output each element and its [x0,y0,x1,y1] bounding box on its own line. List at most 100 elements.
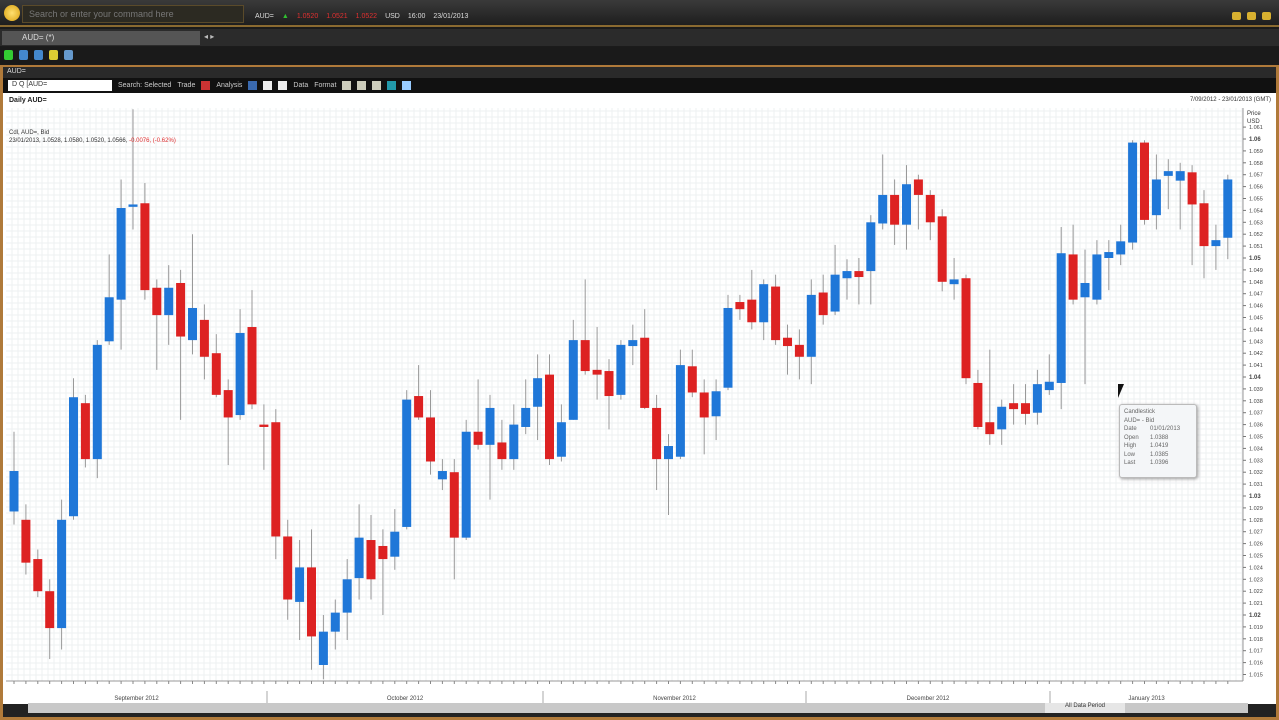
candle-up [342,579,352,613]
candle-up [1056,253,1066,383]
ric-input[interactable]: D Q [AUD= [8,80,112,91]
y-tick-label: 1.029 [1249,506,1263,512]
alert-icon[interactable] [1247,12,1256,20]
candle-up [1080,282,1090,298]
candle-up [1175,171,1185,181]
export-icon[interactable] [402,81,412,90]
reset-icon[interactable] [372,81,382,90]
legend-ohlc: 23/01/2013, 1.0528, 1.0580, 1.0520, 1.05… [9,138,128,144]
y-tick-label: 1.024 [1249,565,1263,571]
analysis-menu[interactable]: Analysis [216,82,243,89]
candle-down [140,203,150,291]
quote-bid: 1.0520 [296,13,319,20]
candle-up [759,284,769,323]
tab-scroll-arrows[interactable]: ◂ ▸ [204,32,215,41]
candle-down [426,417,435,462]
candle-down [961,278,971,379]
candle-down [854,271,864,278]
candle-up [866,222,876,272]
app-logo-icon[interactable] [4,5,20,21]
candle-down [794,344,804,357]
candle-down [580,340,590,372]
tab-bar: AUD= (*) ◂ ▸ [0,29,1279,46]
candle-up [628,340,638,347]
candle-down [1068,254,1078,300]
candle-down [152,287,162,316]
candle-up [806,294,816,357]
scrollbar-thumb[interactable]: All Data Period [1045,703,1125,713]
candle-up [354,537,364,579]
candle-down [378,545,388,560]
zoom-in-icon[interactable] [342,81,352,90]
y-tick-label: 1.061 [1249,125,1263,131]
erase-icon[interactable] [278,81,288,90]
chart-toolbar: D Q [AUD= Search: Selected Trade Analysi… [3,78,1276,93]
y-tick-label: 1.059 [1249,149,1263,155]
link-icon[interactable] [387,81,397,90]
tab-aud[interactable]: AUD= (*) [2,31,200,45]
candle-down [913,179,923,195]
y-tick-label: 1.03 [1249,494,1261,500]
candle-up [949,279,959,285]
candle-down [735,302,745,310]
share-icon[interactable] [64,50,73,60]
candle-up [556,422,566,457]
data-menu[interactable]: Data [293,82,309,89]
candle-down [640,337,650,408]
y-tick-label: 1.035 [1249,435,1263,441]
quote-currency: USD [385,13,400,20]
candle-up [69,397,78,517]
candle-down [592,369,602,375]
candle-down [652,407,662,460]
candle-up [664,446,673,460]
candle-down [45,591,55,629]
zoom-out-icon[interactable] [357,81,367,90]
y-tick-label: 1.026 [1249,542,1263,548]
y-tick-label: 1.055 [1249,197,1263,203]
format-menu[interactable]: Format [314,82,337,89]
star-icon[interactable] [1262,12,1271,20]
candle-down [1187,172,1197,205]
y-tick-label: 1.022 [1249,589,1263,595]
layout-icon[interactable] [248,81,258,90]
ticker-ric[interactable]: AUD= [255,13,274,20]
tooltip-row: Open 1.0388 [1124,434,1192,443]
search-selected-menu[interactable]: Search: Selected [118,82,172,89]
mail-icon[interactable] [1232,12,1241,20]
print-icon[interactable] [34,50,43,60]
month-label: November 2012 [653,696,696,702]
y-tick-label: 1.054 [1249,208,1263,214]
trade-menu[interactable]: Trade [177,82,196,89]
y-tick-label: 1.015 [1249,673,1263,679]
y-tick-label: 1.018 [1249,637,1263,643]
candle-up [1116,241,1126,255]
folder-icon[interactable] [49,50,58,60]
chart-type-icon[interactable] [201,81,211,90]
draw-icon[interactable] [263,81,273,90]
legend-series[interactable]: Cdl, AUD=, Bid [9,130,50,136]
candle-up [164,287,174,316]
add-icon[interactable] [4,50,13,60]
quote-date: 23/01/2013 [433,13,469,20]
candle-up [997,406,1007,430]
candle-down [545,374,554,460]
y-tick-label: 1.023 [1249,577,1263,583]
candle-up [1044,381,1054,391]
tooltip-key: Low [1124,451,1136,458]
candle-down [1021,403,1030,414]
time-scrollbar[interactable] [28,703,1248,713]
quote-last: 1.0522 [355,13,378,20]
tooltip-key: Date [1124,426,1137,432]
y-tick-label: 1.051 [1249,244,1263,250]
tooltip-value: 1.0388 [1150,434,1169,441]
save-icon[interactable] [19,50,28,60]
candle-down [414,396,424,418]
candle-down [1140,142,1149,220]
candle-up [1211,240,1221,247]
candle-up [485,407,495,445]
tooltip-value: 01/01/2013 [1150,426,1181,432]
command-search-input[interactable]: Search or enter your command here [22,5,244,23]
candle-up [830,274,840,312]
chart-title[interactable]: Daily AUD= [9,97,47,104]
